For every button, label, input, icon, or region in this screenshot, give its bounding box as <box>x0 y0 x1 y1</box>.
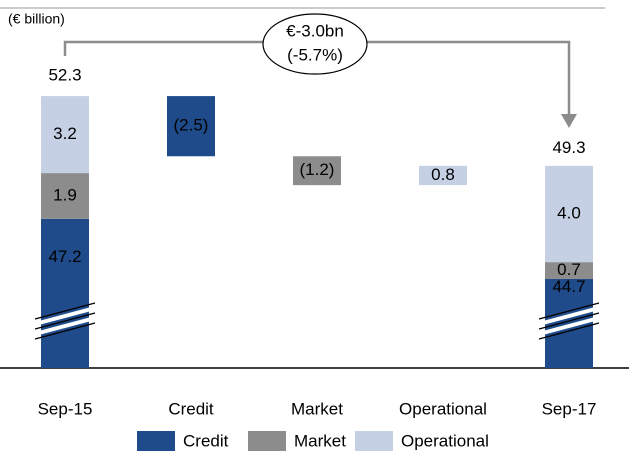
axis-break-edge <box>538 312 600 330</box>
legend-label: Credit <box>183 431 229 450</box>
axis-break <box>538 316 600 336</box>
value-label: 3.2 <box>53 124 77 143</box>
axis-break-edge <box>538 322 600 340</box>
axis-break-edge <box>34 312 96 330</box>
unit-label: (€ billion) <box>8 11 65 27</box>
bar-delta <box>419 165 467 186</box>
value-label: 44.7 <box>552 277 585 296</box>
annotation: (-5.7%) <box>287 45 343 64</box>
x-tick-label: Credit <box>168 399 214 418</box>
arrow-head <box>561 114 577 128</box>
value-label: 4.0 <box>557 203 581 222</box>
value-label: 1.9 <box>53 185 77 204</box>
legend-swatch <box>248 431 286 451</box>
axis-break <box>34 316 96 336</box>
annotation-bubble <box>262 13 368 75</box>
total-label: 52.3 <box>48 66 81 85</box>
bar-segment <box>545 262 593 279</box>
bar-delta <box>293 156 341 186</box>
axis-break <box>538 306 600 326</box>
axis-break-edge <box>34 302 96 320</box>
bar-segment <box>41 218 89 368</box>
value-label: (2.5) <box>174 116 209 135</box>
bar-delta <box>167 96 215 157</box>
value-label: 0.8 <box>431 165 455 184</box>
annotation: €-3.0bn <box>286 21 344 40</box>
value-label: (1.2) <box>300 160 335 179</box>
value-label: 0.7 <box>557 260 581 279</box>
value-label: 47.2 <box>48 247 81 266</box>
total-label: 49.3 <box>552 138 585 157</box>
x-tick-label: Market <box>291 399 343 418</box>
bar-segment <box>545 165 593 263</box>
legend-label: Market <box>294 431 346 450</box>
legend-label: Operational <box>401 431 489 450</box>
legend-swatch <box>137 431 175 451</box>
axis-break-edge <box>538 302 600 320</box>
axis-break <box>34 306 96 326</box>
legend-swatch <box>355 431 393 451</box>
x-tick-label: Sep-15 <box>38 399 93 418</box>
bar-segment <box>41 173 89 219</box>
x-tick-label: Operational <box>399 399 487 418</box>
x-tick-label: Sep-17 <box>542 399 597 418</box>
axis-break-edge <box>34 322 96 340</box>
bar-segment <box>41 96 89 174</box>
